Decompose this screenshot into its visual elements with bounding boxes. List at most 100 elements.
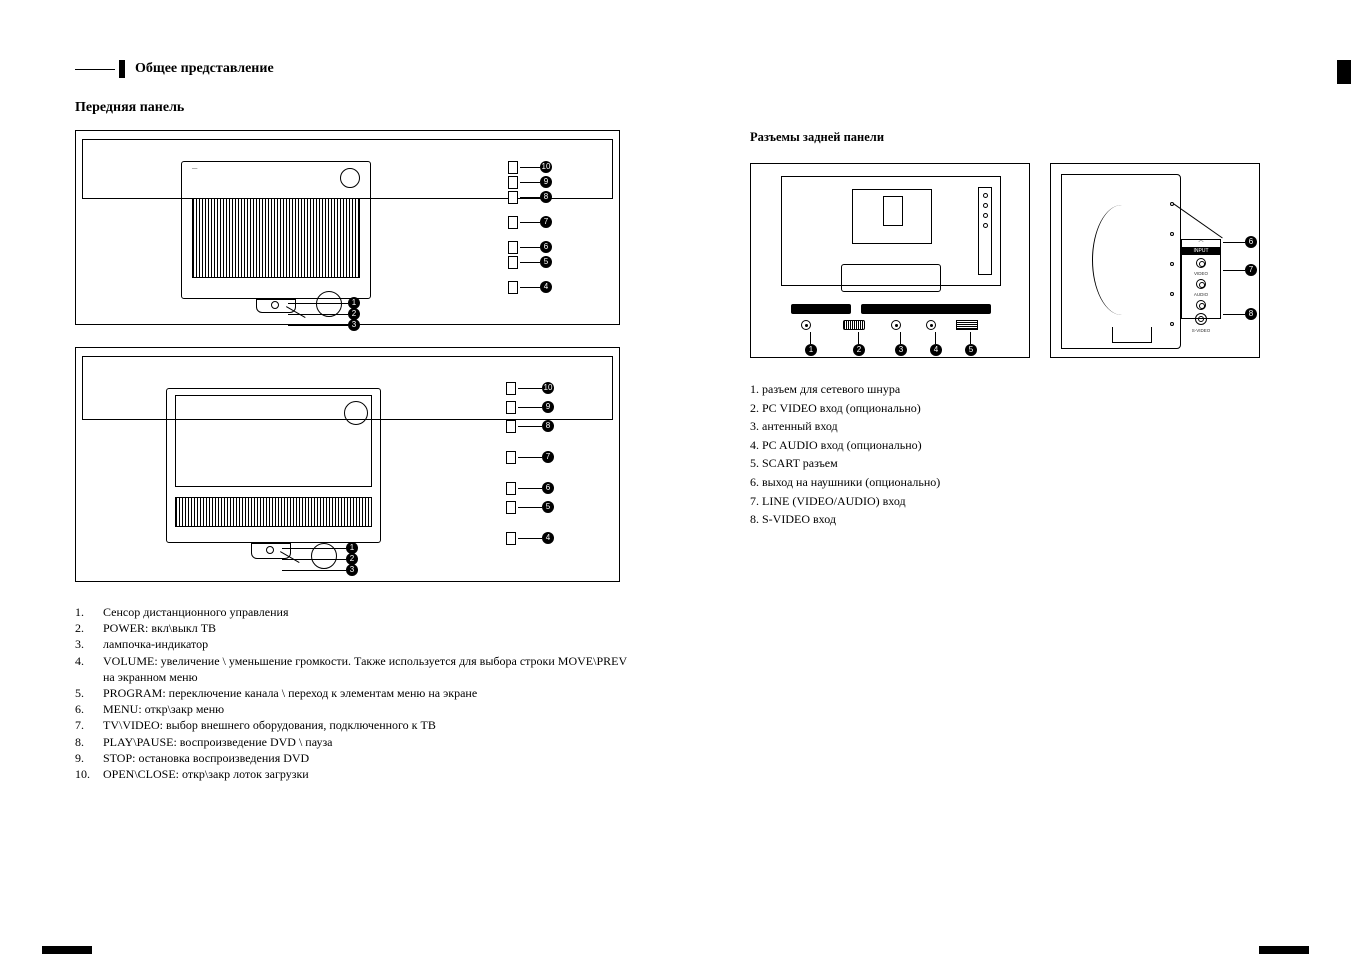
callout-lead	[935, 332, 936, 344]
list-number: 10.	[75, 766, 103, 782]
list-text: Сенсор дистанционного управления	[103, 604, 630, 620]
rear-label-bar-1	[791, 304, 851, 314]
callout-badge: 8	[1245, 308, 1257, 320]
callout-badge: 3	[346, 564, 358, 576]
callout-lead	[1223, 242, 1245, 243]
callout-badge: 4	[542, 532, 554, 544]
pc-audio-port	[926, 320, 936, 330]
rear-panel-list: 1. разъем для сетевого шнура2. PC VIDEO …	[750, 380, 1270, 529]
callout-badge: 9	[540, 176, 552, 188]
list-item: 10.OPEN\CLOSE: откр\закр лоток загрузки	[75, 766, 630, 782]
panel-button	[508, 256, 518, 269]
audio-l-jack	[1196, 279, 1206, 289]
list-item: 6.MENU: откр\закр меню	[75, 701, 630, 717]
panel-button	[506, 382, 516, 395]
panel-button	[508, 176, 518, 189]
panel-button	[508, 191, 518, 204]
list-text: VOLUME: увеличение \ уменьшение громкост…	[103, 653, 630, 685]
list-item: 8. S-VIDEO вход	[750, 510, 1270, 529]
list-item: 3. антенный вход	[750, 417, 1270, 436]
list-number: 1.	[75, 604, 103, 620]
list-number: 8.	[75, 734, 103, 750]
list-number: 7.	[75, 717, 103, 733]
video-jack	[1196, 258, 1206, 268]
callout-badge: 4	[540, 281, 552, 293]
rear-title: Разъемы задней панели	[750, 130, 1270, 145]
callout-lead	[520, 287, 540, 288]
callout-badge: 9	[542, 401, 554, 413]
callout-lead	[1223, 314, 1245, 315]
list-text: POWER: вкл\выкл ТВ	[103, 620, 630, 636]
dvd-side-panel	[76, 131, 134, 291]
heading-stub	[119, 60, 125, 78]
panel-button	[506, 501, 516, 514]
list-item: 7. LINE (VIDEO/AUDIO) вход	[750, 492, 1270, 511]
callout-badge: 7	[540, 216, 552, 228]
callout-lead	[520, 247, 540, 248]
list-number: 9.	[75, 750, 103, 766]
callout-lead	[518, 507, 542, 508]
callout-badge: 7	[542, 451, 554, 463]
figure-rear-bottom: 12345	[750, 163, 1030, 358]
callout-badge: 5	[965, 344, 977, 356]
callout-lead	[810, 332, 811, 344]
callout-lead	[520, 167, 540, 168]
earphone-icon-label: ⌒	[1182, 240, 1220, 247]
side-dots	[1170, 189, 1176, 339]
list-item: 9.STOP: остановка воспроизведения DVD	[75, 750, 630, 766]
callout-badge: 10	[542, 382, 554, 394]
power-jack	[801, 320, 811, 330]
callout-badge: 1	[805, 344, 817, 356]
svideo-jack	[1195, 313, 1207, 325]
tv-speaker-grille	[175, 497, 372, 527]
list-item: 6. выход на наушники (опционально)	[750, 473, 1270, 492]
callout-lead	[518, 388, 542, 389]
right-page: Разъемы задней панели	[750, 60, 1270, 529]
video-label: VIDEO	[1182, 271, 1220, 276]
tv-screen	[192, 198, 360, 278]
list-item: 4.VOLUME: увеличение \ уменьшение громко…	[75, 653, 630, 685]
antenna-port	[891, 320, 901, 330]
list-text: PROGRAM: переключение канала \ переход к…	[103, 685, 630, 701]
list-item: 1.Сенсор дистанционного управления	[75, 604, 630, 620]
side-port-strip	[978, 187, 992, 275]
list-item: 5. SCART разъем	[750, 454, 1270, 473]
callout-badge: 8	[542, 420, 554, 432]
list-text: лампочка-индикатор	[103, 636, 630, 652]
panel-button	[508, 161, 518, 174]
svideo-label: S-VIDEO	[1182, 328, 1220, 333]
rear-figures-row: 12345 ⌒ INPUT VIDEO	[750, 163, 1270, 358]
power-indicator-b	[266, 546, 274, 554]
panel-button	[506, 420, 516, 433]
dvd-tray	[82, 139, 613, 199]
callout-lead	[520, 222, 540, 223]
audio-label: AUDIO	[1182, 292, 1220, 297]
callout-lead	[282, 548, 346, 549]
vga-port	[843, 320, 865, 330]
figure-front-b: 10987654123	[75, 347, 620, 582]
list-text: OPEN\CLOSE: откр\закр лоток загрузки	[103, 766, 630, 782]
magnifier-circle-b	[311, 543, 337, 569]
callout-lead	[520, 262, 540, 263]
callout-badge: 6	[540, 241, 552, 253]
list-text: STOP: остановка воспроизведения DVD	[103, 750, 630, 766]
list-item: 2. PC VIDEO вход (опционально)	[750, 399, 1270, 418]
callout-badge: 10	[540, 161, 552, 173]
callout-lead	[518, 488, 542, 489]
callout-lead	[518, 407, 542, 408]
list-item: 7.TV\VIDEO: выбор внешнего оборудования,…	[75, 717, 630, 733]
list-item: 3.лампочка-индикатор	[75, 636, 630, 652]
callout-lead	[520, 197, 540, 198]
list-number: 3.	[75, 636, 103, 652]
stand-neck	[883, 196, 903, 226]
list-item: 4. PC AUDIO вход (опционально)	[750, 436, 1270, 455]
list-text: MENU: откр\закр меню	[103, 701, 630, 717]
callout-lead	[1223, 270, 1245, 271]
scart-port	[956, 320, 978, 330]
callout-lead	[282, 570, 346, 571]
panel-button	[508, 216, 518, 229]
page-title: Общее представление	[135, 61, 274, 77]
callout-badge: 7	[1245, 264, 1257, 276]
callout-lead	[970, 332, 971, 344]
list-item: 2.POWER: вкл\выкл ТВ	[75, 620, 630, 636]
